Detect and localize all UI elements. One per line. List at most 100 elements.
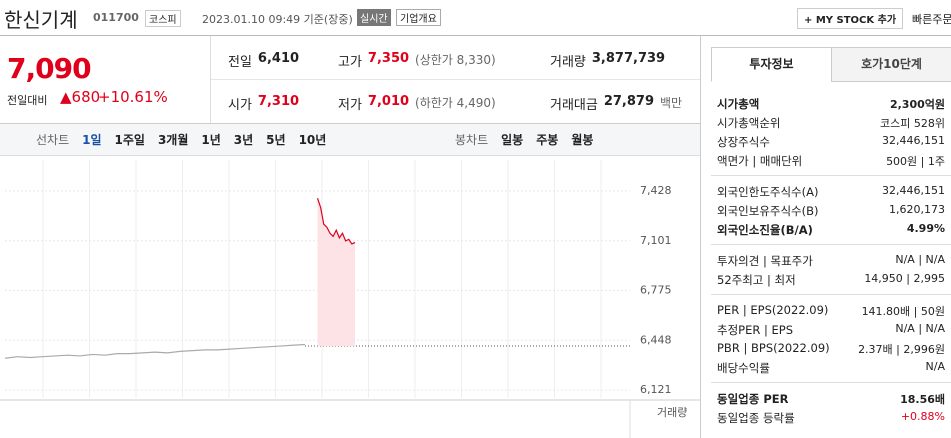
period-tab[interactable]: 1년	[201, 133, 221, 147]
candle-tab[interactable]: 일봉	[501, 133, 524, 147]
stat-item: 전일 6,410	[228, 51, 299, 70]
period-tab[interactable]: 1주일	[114, 133, 145, 147]
stats-divider	[211, 79, 700, 80]
y-tick-label: 6,775	[640, 283, 672, 296]
quick-order-button[interactable]: 빠른주문	[912, 13, 951, 26]
stat-value: 7,310	[257, 94, 300, 109]
info-value: 141.80배 | 50원	[861, 305, 945, 318]
period-tab[interactable]: 10년	[298, 133, 327, 147]
area	[317, 198, 355, 347]
stats-rule	[0, 123, 700, 124]
info-value: 32,446,151	[882, 184, 945, 197]
info-value: 4.99%	[906, 222, 945, 235]
price-line	[316, 198, 356, 245]
stat-value: 7,350	[367, 51, 410, 66]
info-label: 배당수익률	[717, 361, 770, 375]
stat-value: 6,410	[257, 51, 300, 66]
y-tick-label: 6,448	[640, 333, 672, 346]
info-label: 동일업종 PER	[717, 392, 789, 406]
info-label: 추정PER | EPS	[717, 323, 794, 337]
realtime-badge: 실시간	[357, 9, 391, 26]
stock-name: 한신기계	[4, 8, 78, 32]
stat-label: 시가	[228, 98, 252, 113]
period-tab[interactable]: 5년	[266, 133, 286, 147]
my-stock-button[interactable]: + MY STOCK 추가	[797, 8, 904, 29]
info-value: 2.37배 | 2,996원	[858, 343, 945, 356]
tab-label: 봉차트	[455, 133, 489, 147]
company-info-button[interactable]: 기업개요	[396, 9, 441, 26]
info-label: 외국인보유주식수(B)	[717, 204, 819, 218]
y-tick-label: 6,121	[640, 383, 672, 396]
candle-tab[interactable]: 주봉	[536, 133, 559, 147]
tab-label: 선차트	[36, 133, 70, 147]
price: 7,090	[7, 52, 92, 85]
stat-item: 시가 7,310	[228, 94, 299, 113]
info-label: PER | EPS(2022.09)	[717, 303, 829, 317]
stat-label: 저가	[338, 98, 362, 113]
stat-value: 27,879	[603, 94, 655, 109]
info-label: 52주최고 | 최저	[717, 273, 796, 287]
info-tab[interactable]: 호가10단계	[831, 47, 951, 82]
info-label: PBR | BPS(2022.09)	[717, 341, 830, 355]
info-label: 투자의견 | 목표주가	[717, 254, 813, 268]
line-tabs: 선차트 1일 1주일 3개월 1년 3년 5년 10년	[36, 131, 326, 148]
info-value: 500원 | 1주	[886, 155, 945, 168]
info-label: 시가총액	[717, 97, 760, 111]
stat-value: 3,877,739	[591, 51, 666, 66]
stat-item: 거래대금 27,879 백만	[550, 94, 682, 113]
info-value: N/A	[925, 360, 945, 373]
info-value: 코스피 528위	[880, 117, 945, 130]
header-rule	[0, 35, 951, 36]
stat-label: 거래대금	[550, 98, 598, 113]
info-label: 외국인소진율(B/A)	[717, 223, 813, 237]
info-tab-rule	[831, 81, 951, 82]
chart-right-divider	[700, 36, 701, 438]
y-tick-label: 7,428	[640, 184, 672, 197]
stock-code: 011700	[93, 11, 139, 24]
stat-label: 거래량	[550, 55, 586, 70]
candle-tabs: 봉차트 일봉 주봉 월봉	[455, 131, 593, 148]
info-value: 14,950 | 2,995	[864, 272, 945, 285]
info-label: 액면가 | 매매단위	[717, 154, 803, 168]
period-tab[interactable]: 3년	[233, 133, 254, 147]
info-tab[interactable]: 투자정보	[711, 47, 832, 82]
change-pct: +10.61%	[98, 88, 168, 106]
stat-extra: (하한가 4,490)	[415, 96, 496, 110]
datetime: 2023.01.10 09:49 기준(장중)	[202, 13, 353, 26]
market-badge: 코스피	[145, 10, 181, 27]
stat-item: 고가 7,350 (상한가 8,330)	[338, 51, 496, 70]
info-value: 18.56배	[900, 393, 945, 406]
candle-tab[interactable]: 월봉	[571, 133, 594, 147]
stat-label: 전일	[228, 55, 252, 70]
stat-item: 거래량 3,877,739	[550, 51, 665, 70]
stat-extra: 백만	[660, 96, 683, 110]
info-value: 32,446,151	[882, 134, 945, 147]
volume-label: 거래량	[657, 406, 687, 419]
stat-extra: (상한가 8,330)	[415, 53, 496, 67]
stat-item: 저가 7,010 (하한가 4,490)	[338, 94, 496, 113]
y-tick-label: 7,101	[640, 234, 672, 247]
info-label: 외국인한도주식수(A)	[717, 185, 819, 199]
period-tab[interactable]: 1일	[82, 133, 102, 147]
price-chart: 7,428 7,101 6,775 6,448 6,121 거래량	[0, 160, 700, 438]
price-line	[4, 343, 306, 359]
stat-label: 고가	[338, 55, 362, 70]
section-rule	[711, 382, 951, 383]
stat-value: 7,010	[367, 94, 410, 109]
change-label: 전일대비	[7, 94, 48, 107]
info-value: N/A | N/A	[895, 253, 945, 266]
section-rule	[711, 175, 951, 176]
info-value: 1,620,173	[889, 203, 945, 216]
section-rule	[711, 294, 951, 295]
info-value: 2,300억원	[889, 98, 945, 111]
quote-divider	[210, 36, 211, 123]
tabs-bg	[0, 124, 700, 156]
info-value: N/A | N/A	[895, 322, 945, 335]
info-label: 상장주식수	[717, 135, 770, 149]
section-rule	[711, 244, 951, 245]
change: ▲680	[60, 88, 101, 106]
info-value: +0.88%	[900, 410, 945, 423]
period-tab[interactable]: 3개월	[157, 133, 189, 147]
info-label: 동일업종 등락률	[717, 411, 795, 425]
